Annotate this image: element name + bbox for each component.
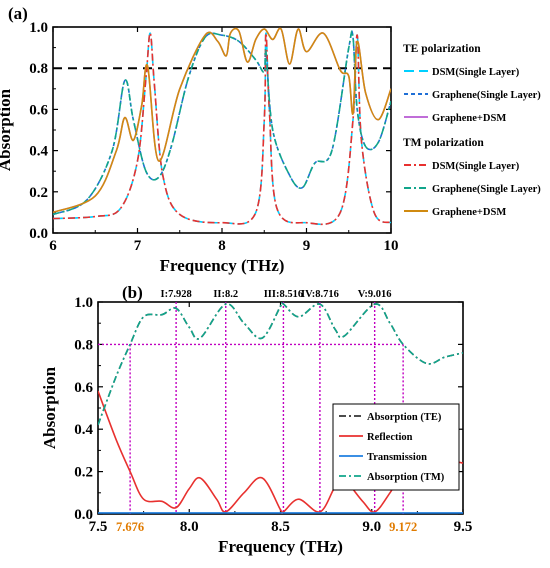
peak-marker-label: III:8.516 [264, 289, 303, 300]
legend-group-title: TE polarization [403, 43, 481, 55]
bandwidth-marker-label: 9.172 [389, 520, 417, 534]
x-tick-label: 7.5 [89, 519, 108, 535]
y-tick-label: 0.4 [74, 422, 93, 438]
legend-group-title: TM polarization [403, 137, 484, 149]
y-tick-label: 0.6 [29, 102, 48, 118]
x-axis-label: Frequency (THz) [218, 537, 343, 556]
y-tick-label: 0.6 [74, 380, 93, 396]
y-tick-label: 0.8 [29, 61, 48, 77]
peak-marker-label: I:7.928 [161, 289, 192, 300]
legend-entry-label: DSM(Single Layer) [432, 67, 520, 78]
series-line-graphene-dsm [53, 27, 391, 214]
x-tick-label: 8.5 [271, 519, 290, 535]
series-group [53, 27, 391, 226]
peak-marker-label: IV:8.716 [301, 289, 339, 300]
series-line-reflection [98, 390, 463, 514]
y-tick-label: 0.2 [74, 465, 93, 481]
y-tick-label: 1.0 [74, 295, 93, 311]
legend-entry-label: Absorption (TM) [367, 472, 445, 483]
plot-frame [52, 26, 392, 234]
x-tick-label: 8 [218, 238, 226, 254]
series-line-graphene-single-layer- [53, 30, 391, 216]
y-tick-label: 1.0 [29, 20, 48, 36]
peak-marker-label: V:9.016 [358, 289, 392, 300]
chart-panel-a: 6 7 8 9 10 0.0 0.2 0.4 0.6 0.8 1.0 Frequency (THz) A… [0, 4, 541, 275]
legend-entry-label: Absorption (TE) [367, 412, 442, 423]
series-group [98, 302, 463, 514]
legend-entry-label: Graphene(Single Layer) [432, 184, 541, 195]
bandwidth-marker-label: 7.676 [116, 520, 144, 534]
x-tick-label: 7 [134, 238, 142, 254]
peak-marker-label: II:8.2 [213, 289, 238, 300]
legend-entry-label: Transmission [367, 452, 427, 463]
y-tick-label: 0.0 [29, 226, 48, 242]
series-line-dsm-single-layer- [53, 32, 391, 226]
legend-entry-label: DSM(Single Layer) [432, 161, 520, 172]
panel-label: (b) [122, 283, 143, 302]
legend-entry-label: Reflection [367, 432, 413, 443]
y-axis-label: Absorption [40, 366, 59, 449]
legend-entry-label: Graphene+DSM [432, 113, 506, 124]
legend-entry-label: Graphene(Single Layer) [432, 90, 541, 101]
series-line-absorption-tm- [98, 302, 463, 426]
chart-panel-b: 7.5 8.0 8.5 9.0 9.5 0.0 0.2 0.4 0.6 0.8 1.0 Frequen… [40, 283, 472, 556]
y-tick-label: 0.4 [29, 144, 48, 160]
series-line-graphene-single-layer- [53, 30, 391, 216]
x-tick-label: 8.0 [180, 519, 199, 535]
legend-entry-label: Graphene+DSM [432, 207, 506, 218]
x-tick-label: 9.5 [454, 519, 473, 535]
y-tick-label: 0.8 [74, 337, 93, 353]
x-tick-label: 9 [303, 238, 311, 254]
x-axis-label: Frequency (THz) [160, 256, 285, 275]
x-tick-label: 6 [49, 238, 57, 254]
y-tick-label: 0.0 [74, 507, 93, 523]
series-line-dsm-single-layer- [53, 32, 391, 226]
panel-label: (a) [8, 4, 28, 23]
x-tick-label: 9.0 [362, 519, 381, 535]
y-tick-label: 0.2 [29, 185, 48, 201]
x-tick-label: 10 [384, 238, 399, 254]
y-axis-label: Absorption [0, 88, 14, 171]
